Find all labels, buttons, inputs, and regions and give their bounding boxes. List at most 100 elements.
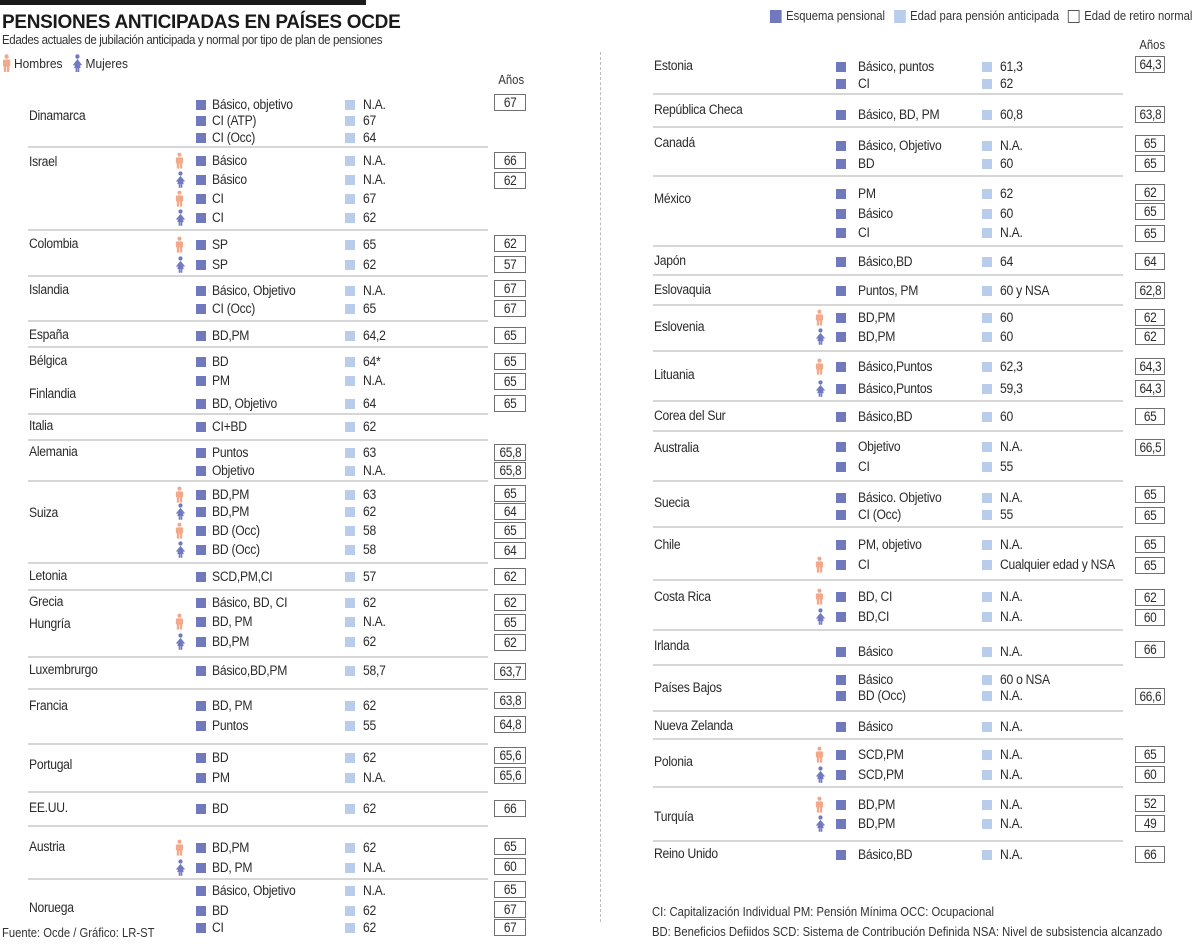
early-square-icon — [345, 885, 355, 896]
early-age-text: N.A. — [363, 463, 386, 478]
scheme-square-icon — [196, 752, 206, 763]
early-square-icon — [345, 636, 355, 647]
scheme-cell: SCD,PM — [836, 766, 909, 783]
early-age-text: 62 — [363, 750, 376, 765]
scheme-square-icon — [196, 155, 206, 166]
row-separator — [653, 304, 1123, 306]
normal-age-box: 65 — [494, 395, 526, 412]
early-age-cell: 63 — [345, 486, 377, 503]
early-square-icon — [982, 227, 992, 238]
scheme-square-icon — [836, 285, 846, 296]
scheme-text: SCD,PM,CI — [212, 569, 273, 584]
row-separator — [653, 664, 1123, 666]
early-age-cell: 62 — [345, 256, 377, 273]
country-name: Irlanda — [654, 638, 690, 653]
row-separator — [28, 825, 488, 827]
normal-age-box: 62 — [494, 235, 526, 252]
scheme-text: CI — [212, 920, 224, 935]
early-square-icon — [982, 383, 992, 394]
scheme-text: CI (Occ) — [212, 301, 256, 316]
row-separator — [28, 275, 488, 277]
scheme-cell: Básico — [836, 643, 897, 660]
early-square-icon — [345, 506, 355, 517]
row-separator — [28, 562, 488, 564]
early-age-text: N.A. — [1000, 490, 1023, 505]
early-age-text: 59,3 — [1000, 381, 1023, 396]
early-swatch — [893, 9, 906, 23]
normal-age-text: 65 — [1143, 156, 1157, 171]
country-name: Colombia — [29, 236, 79, 251]
early-age-cell: N.A. — [982, 137, 1025, 154]
normal-age-box: 64 — [1135, 253, 1165, 270]
normal-age-text: 65,6 — [499, 768, 521, 783]
early-age-cell: N.A. — [982, 766, 1025, 783]
early-age-text: 58 — [363, 542, 376, 557]
gender-women — [175, 256, 186, 273]
early-age-text: 65 — [363, 301, 376, 316]
scheme-square-icon — [196, 239, 206, 250]
normal-age-box: 63,8 — [494, 692, 526, 709]
early-age-text: 60 y NSA — [1000, 283, 1050, 298]
early-square-icon — [345, 356, 355, 367]
normal-age-text: 65 — [503, 839, 517, 854]
normal-age-box: 66,5 — [1135, 439, 1165, 456]
scheme-text: BD, PM — [212, 698, 253, 713]
country-name: Portugal — [29, 757, 73, 772]
scheme-square-icon — [196, 447, 206, 458]
early-square-icon — [345, 115, 355, 126]
normal-age-box: 65 — [494, 838, 526, 855]
early-age-cell: 62 — [345, 209, 377, 226]
early-age-cell: N.A. — [345, 613, 388, 630]
country-name: Hungría — [29, 616, 71, 631]
early-age-text: 55 — [1000, 459, 1013, 474]
scheme-cell: BD,PM — [836, 815, 899, 832]
normal-age-text: 66 — [503, 153, 517, 168]
scheme-text: BD (Occ) — [858, 688, 906, 703]
scheme-text: Básico, puntos — [858, 59, 934, 74]
normal-age-box: 62 — [1135, 309, 1165, 326]
normal-age-text: 63,8 — [499, 693, 521, 708]
scheme-text: BD,PM — [858, 816, 896, 831]
scheme-cell: BD (Occ) — [196, 522, 265, 539]
scheme-square-icon — [836, 78, 846, 89]
scheme-text: CI — [212, 191, 224, 206]
country-name: Países Bajos — [654, 680, 722, 695]
scheme-square-icon — [196, 465, 206, 476]
early-age-cell: N.A. — [345, 171, 388, 188]
man-icon — [815, 309, 824, 326]
early-square-icon — [345, 465, 355, 476]
early-square-icon — [982, 591, 992, 602]
scheme-square-icon — [836, 690, 846, 701]
early-square-icon — [982, 721, 992, 732]
gender-men — [815, 796, 824, 813]
early-age-cell: N.A. — [982, 815, 1025, 832]
early-age-text: 62 — [363, 920, 376, 935]
legend-normal: Edad de retiro normal — [1067, 9, 1192, 23]
gender-women — [175, 209, 186, 226]
normal-age-text: 64 — [503, 543, 517, 558]
scheme-cell: BD (Occ) — [196, 541, 265, 558]
early-age-text: 62 — [363, 257, 376, 272]
normal-age-text: 65 — [503, 486, 517, 501]
scheme-square-icon — [196, 285, 206, 296]
abbreviations-line-1: CI: Capitalización Individual PM: Pensió… — [652, 905, 995, 919]
early-age-text: 60 o NSA — [1000, 672, 1050, 687]
scheme-cell: Objetivo — [836, 438, 905, 455]
early-age-text: 55 — [363, 718, 376, 733]
early-age-text: N.A. — [363, 770, 386, 785]
scheme-cell: CI — [836, 556, 871, 573]
country-name: Reino Unido — [654, 846, 718, 861]
gender-men — [815, 309, 824, 326]
scheme-square-icon — [836, 383, 846, 394]
scheme-text: Básico, BD, CI — [212, 595, 288, 610]
normal-age-box: 60 — [1135, 609, 1165, 626]
early-age-cell: N.A. — [982, 489, 1025, 506]
early-age-cell: 65 — [345, 236, 377, 253]
early-age-cell: N.A. — [982, 718, 1025, 735]
scheme-square-icon — [196, 862, 206, 873]
country-name: Polonia — [654, 754, 693, 769]
normal-age-box: 62 — [494, 172, 526, 189]
scheme-cell: SP — [196, 236, 229, 253]
early-square-icon — [345, 803, 355, 814]
country-name: Turquía — [654, 809, 694, 824]
